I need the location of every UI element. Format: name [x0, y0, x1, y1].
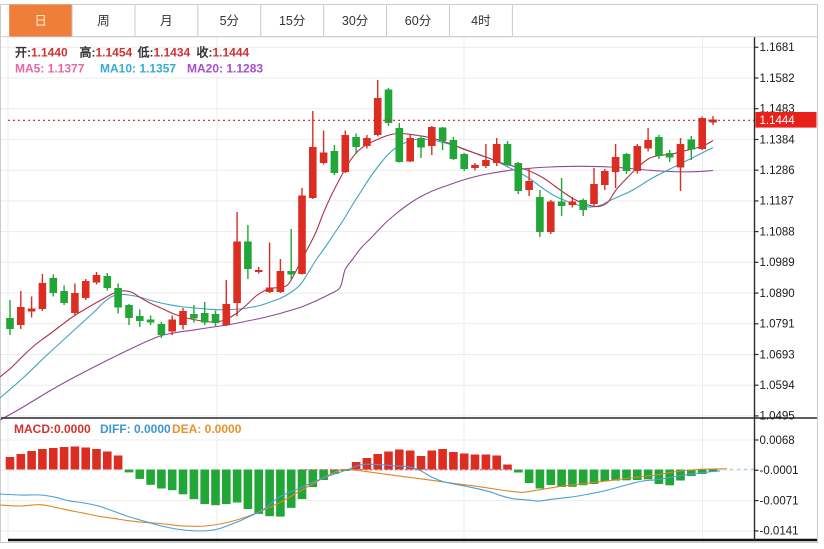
svg-text:1.0791: 1.0791 [760, 319, 795, 331]
svg-text:MA20: 1.1283: MA20: 1.1283 [187, 62, 263, 76]
svg-text:4时: 4时 [471, 14, 491, 28]
svg-text:-0.0071: -0.0071 [760, 495, 799, 507]
svg-text:1.0693: 1.0693 [760, 349, 795, 361]
svg-text:DEA: 0.0000: DEA: 0.0000 [172, 422, 242, 436]
svg-text:1.1088: 1.1088 [760, 226, 795, 238]
svg-text:-0.0141: -0.0141 [760, 526, 799, 538]
svg-text:月: 月 [160, 14, 173, 28]
svg-text:1.0495: 1.0495 [760, 411, 795, 423]
svg-text:1.1286: 1.1286 [760, 165, 795, 177]
svg-text:日: 日 [34, 14, 47, 28]
svg-text:1.0989: 1.0989 [760, 257, 795, 269]
svg-text:-0.0001: -0.0001 [760, 465, 799, 477]
svg-text:MACD:0.0000: MACD:0.0000 [14, 422, 91, 436]
svg-text:5分: 5分 [220, 14, 239, 28]
svg-text:0.0068: 0.0068 [760, 435, 795, 447]
svg-text:1.1384: 1.1384 [760, 134, 796, 146]
svg-text:DIFF: 0.0000: DIFF: 0.0000 [100, 422, 171, 436]
svg-text:1.0594: 1.0594 [760, 380, 796, 392]
svg-text:MA10: 1.1357: MA10: 1.1357 [100, 62, 176, 76]
svg-text:1.0890: 1.0890 [760, 288, 795, 300]
svg-text:1.1444: 1.1444 [760, 115, 796, 127]
svg-text:60分: 60分 [405, 14, 431, 28]
svg-text:收:1.1444: 收:1.1444 [197, 45, 250, 60]
svg-text:1.1681: 1.1681 [760, 42, 795, 54]
svg-text:MA5: 1.1377: MA5: 1.1377 [15, 62, 85, 76]
svg-text:周: 周 [97, 14, 110, 28]
svg-text:1.1582: 1.1582 [760, 73, 795, 85]
svg-text:30分: 30分 [342, 14, 368, 28]
svg-text:高:1.1454: 高:1.1454 [80, 45, 133, 60]
svg-text:1.1187: 1.1187 [760, 196, 794, 208]
svg-text:开:1.1440: 开:1.1440 [15, 46, 68, 60]
svg-text:15分: 15分 [279, 14, 305, 28]
svg-text:低:1.1434: 低:1.1434 [137, 45, 191, 60]
